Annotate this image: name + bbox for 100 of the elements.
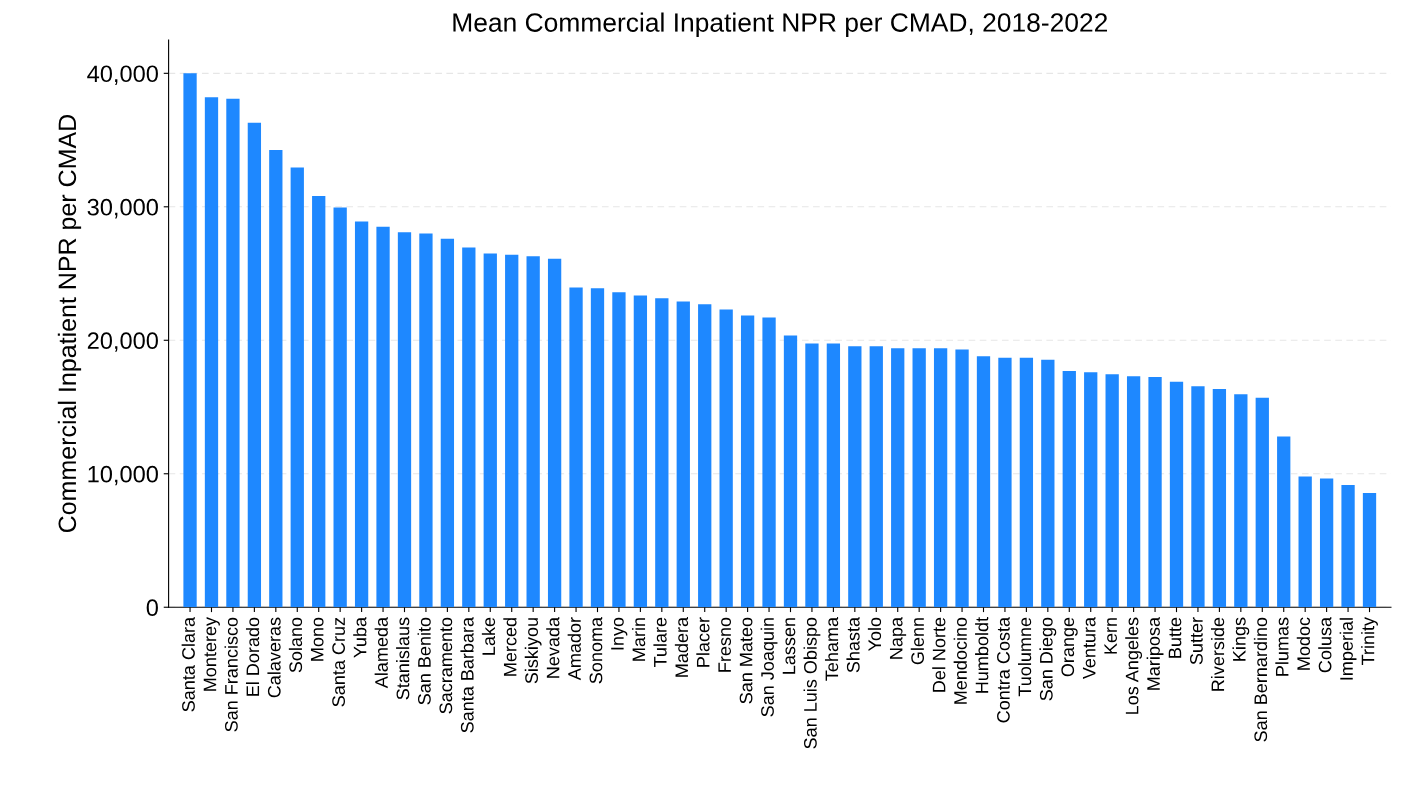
bar: [204, 97, 219, 608]
bar: [397, 232, 412, 608]
x-tick-label: Colusa: [1318, 616, 1332, 673]
bar: [376, 226, 390, 608]
x-tick-label: Kern: [1104, 618, 1118, 654]
x-tick-label: Sacramento: [439, 617, 453, 714]
x-tick-label: Santa Cruz: [332, 617, 345, 707]
bar: [826, 343, 841, 608]
bar: [1319, 478, 1334, 608]
y-tick-label: 0: [146, 599, 158, 617]
x-tick-label: Imperial: [1339, 618, 1357, 680]
y-tick-label: 30,000: [87, 198, 158, 219]
bar: [976, 356, 991, 608]
x-tick-label: Mono: [310, 617, 324, 661]
bar: [1191, 386, 1205, 608]
bar: [226, 98, 240, 608]
x-tick-label: San Mateo: [739, 617, 753, 704]
x-tick-label: Placer: [696, 617, 710, 667]
bar: [762, 317, 776, 608]
x-tick-label: Stanislaus: [396, 617, 410, 700]
bar: [590, 288, 605, 608]
bar: [612, 292, 626, 608]
x-tick-label: Plumas: [1275, 617, 1289, 676]
x-tick-label: Alameda: [374, 616, 388, 689]
x-tick-label: Riverside: [1210, 617, 1225, 691]
x-tick-label: Trinity: [1361, 616, 1378, 666]
bar: [719, 309, 733, 608]
x-tick-label: Ventura: [1082, 616, 1096, 680]
x-tick-label: Del Norte: [932, 617, 946, 692]
x-tick-label: Los Angeles: [1125, 617, 1143, 714]
bar: [1298, 476, 1312, 608]
bar: [1212, 389, 1227, 608]
x-tick-label: Lake: [481, 617, 496, 655]
bar: [269, 150, 283, 608]
x-tick-label: Napa: [889, 616, 907, 659]
bar: [1148, 376, 1162, 608]
bar: [698, 304, 712, 608]
bar: [1362, 493, 1377, 608]
x-tick-label: Santa Clara: [181, 616, 195, 712]
x-tick-label: Sonoma: [589, 616, 603, 684]
x-tick-label: Solano: [288, 617, 303, 673]
x-tick-label: Kings: [1232, 617, 1250, 661]
x-tick-label: Butte: [1168, 617, 1182, 658]
bar: [1277, 436, 1291, 608]
y-tick-label: 40,000: [87, 65, 158, 85]
bar: [783, 335, 798, 608]
x-tick-label: San Francisco: [224, 617, 238, 732]
x-tick-label: Tehama: [824, 616, 839, 681]
x-tick-label: Marin: [631, 618, 646, 661]
bar: [998, 357, 1012, 608]
x-tick-label: San Joaquin: [760, 618, 778, 717]
x-tick-label: Modoc: [1296, 617, 1311, 670]
bar: [869, 346, 883, 608]
x-tick-label: Monterey: [203, 616, 220, 691]
bar: [1084, 372, 1098, 608]
bar: [290, 167, 304, 608]
bar: [183, 73, 197, 608]
bar: [354, 221, 369, 608]
chart-title: Mean Commercial Inpatient NPR per CMAD, 2018-2022: [453, 12, 1108, 38]
bar: [483, 253, 497, 608]
x-tick-label: San Bernardino: [1253, 617, 1268, 742]
bar: [805, 343, 819, 608]
bar: [1041, 359, 1055, 608]
x-tick-label: Tuolumne: [1017, 617, 1032, 697]
bar: [891, 348, 905, 608]
bar: [1126, 376, 1141, 608]
x-tick-label: Santa Barbara: [460, 616, 474, 733]
bar: [505, 254, 519, 608]
y-tick-label: 10,000: [88, 465, 158, 486]
x-tick-label: Yuba: [353, 616, 367, 658]
x-tick-label: Mendocino: [953, 617, 967, 704]
bar: [933, 348, 948, 608]
x-tick-label: Tulare: [653, 617, 667, 668]
x-tick-label: Shasta: [846, 616, 860, 673]
bar: [633, 295, 648, 608]
bar: [547, 258, 562, 608]
bar: [1169, 381, 1184, 608]
bar: [655, 298, 669, 608]
bar: [848, 346, 862, 608]
x-tick-label: Calaveras: [267, 617, 281, 698]
x-tick-label: Siskiyou: [524, 618, 542, 684]
bar: [1341, 485, 1355, 608]
x-tick-label: Amador: [567, 617, 581, 681]
x-tick-label: San Diego: [1039, 617, 1057, 701]
x-tick-label: Sutter: [1190, 617, 1203, 665]
x-tick-label: Mariposa: [1146, 616, 1164, 690]
x-tick-label: El Dorado: [245, 617, 260, 696]
bar: [955, 349, 969, 608]
bar: [333, 207, 347, 608]
bar: [247, 122, 262, 608]
bar: [1105, 374, 1119, 608]
y-axis-title: Commercial Inpatient NPR per CMAD: [57, 115, 82, 533]
x-tick-label: Yolo: [867, 617, 882, 652]
x-tick-label: Humboldt: [975, 617, 989, 693]
bar: [526, 256, 540, 608]
x-tick-label: Orange: [1061, 617, 1078, 677]
x-tick-label: Nevada: [546, 616, 560, 678]
bar: [1255, 397, 1269, 608]
x-tick-label: Glenn: [910, 618, 925, 665]
x-tick-label: San Benito: [417, 617, 431, 705]
